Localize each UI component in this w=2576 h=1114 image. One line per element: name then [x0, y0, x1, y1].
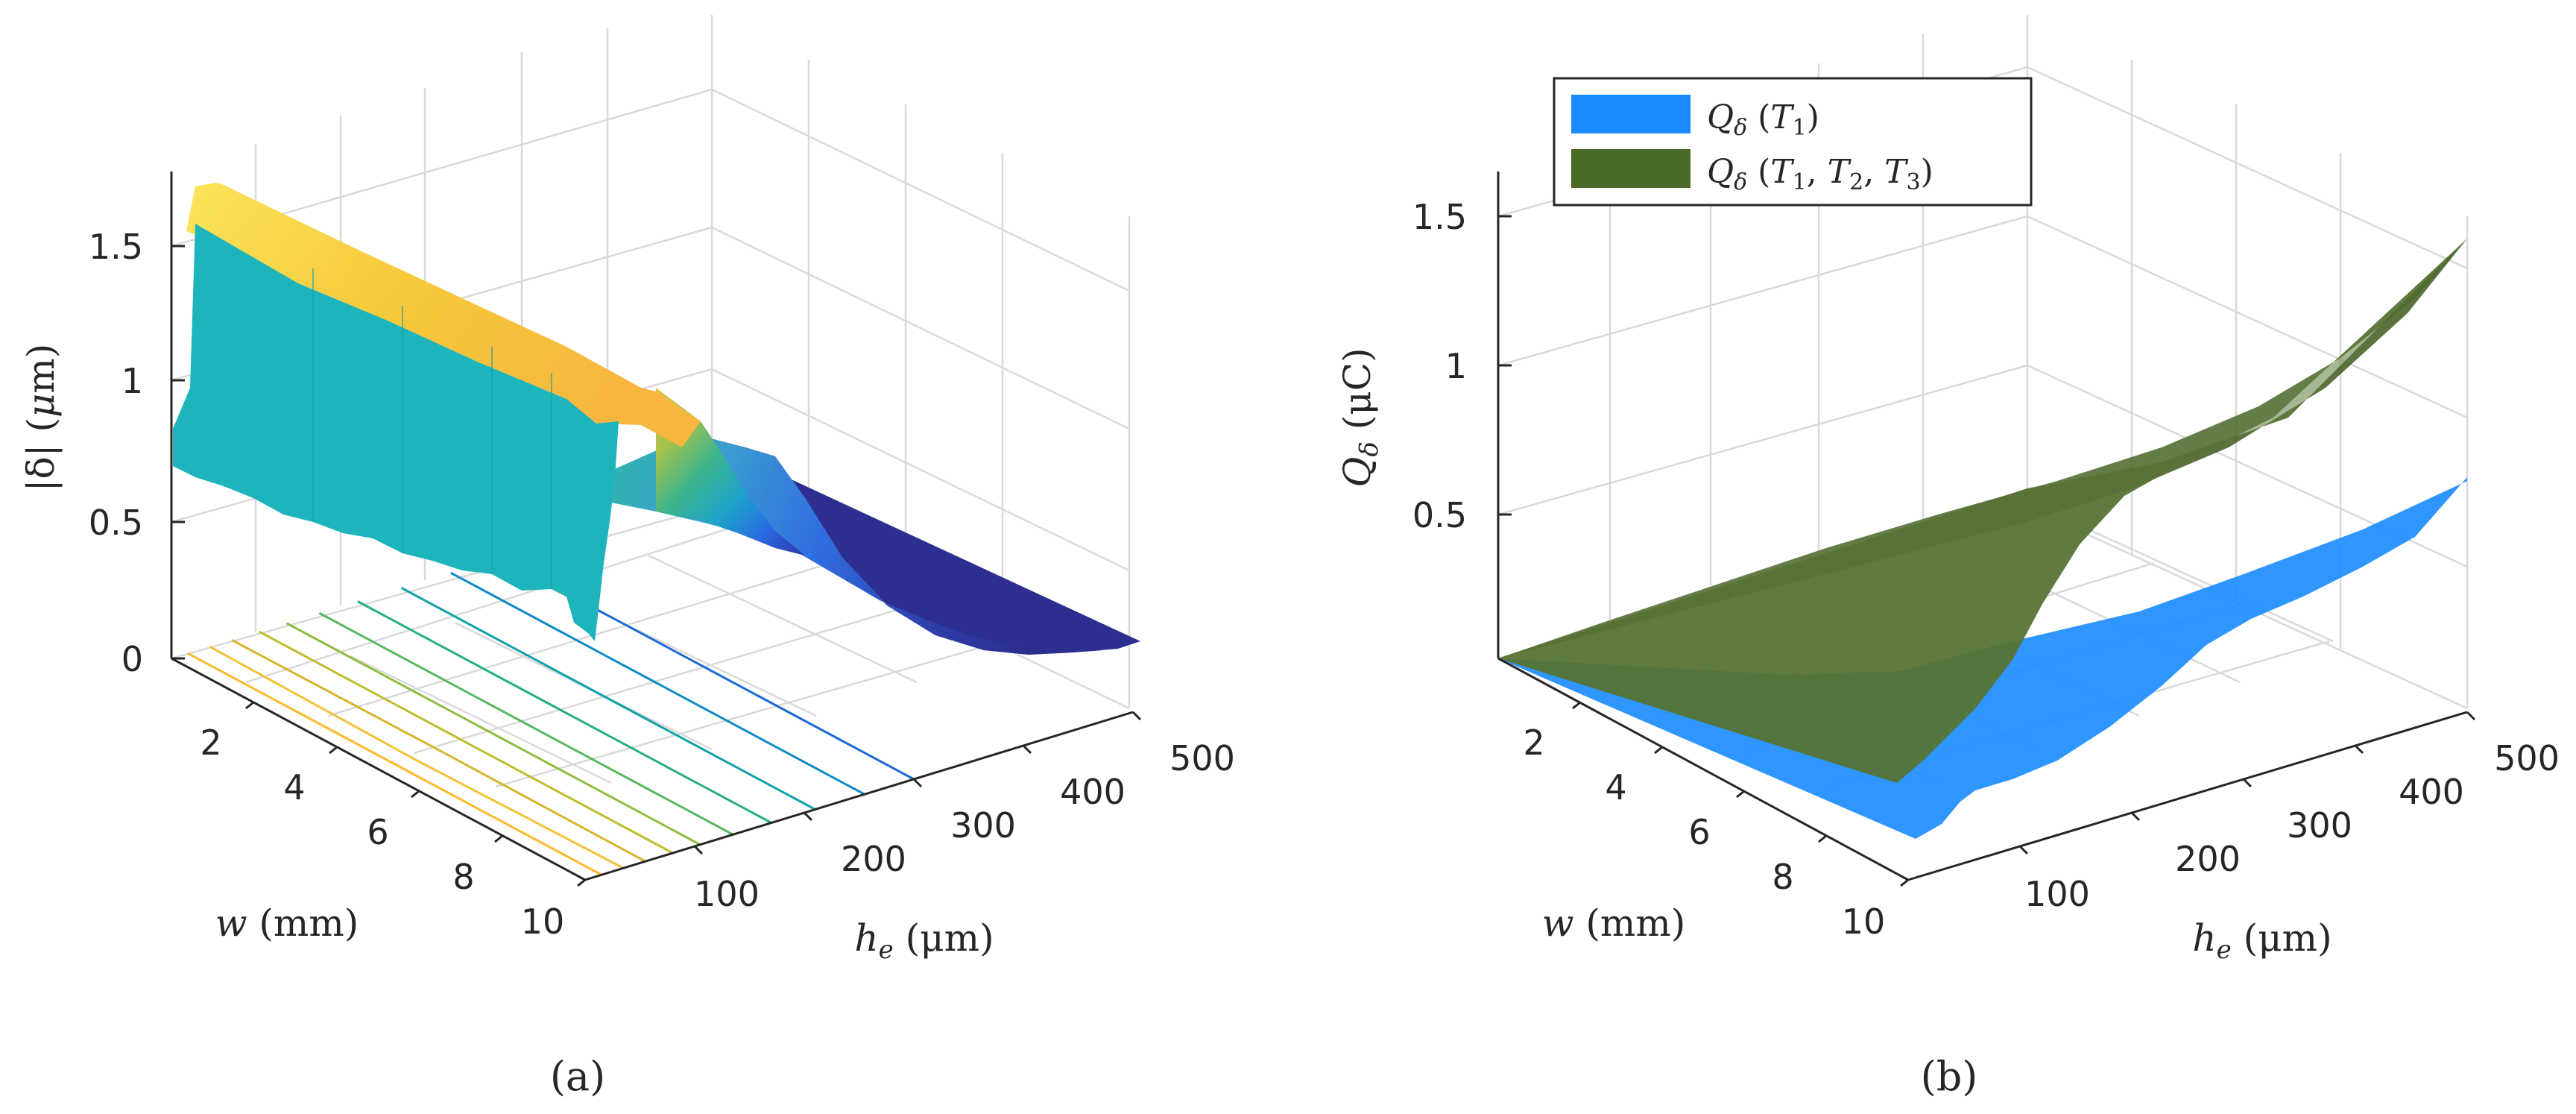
b-xtick-0: 2	[1523, 723, 1544, 763]
contour-line-2	[231, 638, 646, 863]
a-ztick-3: 1.5	[89, 227, 143, 267]
b-xtick-1: 4	[1605, 767, 1626, 808]
panel-b-yticks: 100 200 300 400 500	[2024, 738, 2560, 914]
contour-line-4	[285, 622, 701, 846]
a-xtick-2: 6	[367, 812, 388, 852]
a-ytick-3: 400	[1060, 772, 1126, 812]
surface-a-front	[173, 224, 619, 641]
b-ztick-2: 1.5	[1412, 197, 1467, 237]
caption-a: (a)	[550, 1053, 605, 1100]
contour-line-1	[209, 645, 625, 869]
b-ylabel: he (μm)	[2192, 916, 2332, 965]
contour-line-3	[258, 630, 674, 855]
a-ztick-2: 1	[121, 361, 143, 401]
a-ytick-0: 100	[694, 874, 760, 914]
surface-b-t123-top	[1498, 239, 2467, 783]
surface-a-top	[186, 183, 701, 447]
b-ytick-0: 100	[2024, 874, 2090, 914]
b-zlabel: Qδ (μC)	[1336, 347, 1384, 487]
a-ylabel: he (μm)	[854, 916, 994, 965]
a-xtick-3: 8	[452, 857, 474, 897]
a-xlabel: w (mm)	[215, 901, 359, 945]
contour-line-6	[357, 600, 772, 824]
panel-a-xticks: 2 4 6 8 10	[200, 723, 564, 942]
a-xtick-0: 2	[200, 723, 221, 763]
legend-swatch-t123	[1571, 149, 1690, 188]
panel-b-axes	[1497, 171, 2468, 881]
legend-b: Qδ (T1) Qδ (T1, T2, T3)	[1553, 77, 2033, 207]
contour-line-8	[450, 571, 865, 796]
b-ytick-2: 300	[2287, 805, 2352, 846]
contour-line-7	[400, 587, 816, 811]
a-ztick-0: 0	[121, 639, 143, 679]
panel-a-tickmarks	[171, 245, 1142, 887]
panel-b-tickmarks	[1498, 215, 2476, 887]
caption-b: (b)	[1921, 1053, 1978, 1100]
panel-a-axes	[170, 171, 1134, 881]
panel-b-surface	[1498, 239, 2467, 839]
a-xtick-4: 10	[521, 901, 565, 942]
panel-a-zticks: 0 0.5 1 1.5	[89, 227, 143, 679]
a-ytick-1: 200	[841, 839, 906, 879]
b-xlabel: w (mm)	[1542, 901, 1686, 945]
b-xtick-3: 8	[1772, 857, 1793, 897]
legend-label-t123: Qδ (T1, T2, T3)	[1707, 153, 1933, 195]
contour-line-0	[187, 652, 602, 876]
b-ztick-0: 0.5	[1412, 495, 1467, 535]
a-ztick-1: 0.5	[89, 503, 143, 543]
a-xtick-1: 4	[283, 767, 305, 808]
panel-a: 0 0.5 1 1.5 2 4 6 8 10 100 200 300 400 5…	[19, 15, 1235, 1100]
b-ytick-4: 500	[2494, 738, 2560, 778]
contour-line-5	[318, 611, 734, 836]
b-ytick-1: 200	[2175, 839, 2241, 879]
surface-a-decay	[693, 434, 1140, 655]
panel-a-contours	[187, 556, 915, 876]
a-ytick-4: 500	[1169, 738, 1235, 778]
b-ytick-3: 400	[2399, 772, 2464, 812]
legend-swatch-t1	[1571, 95, 1690, 133]
panel-b-zticks: 0.5 1 1.5	[1412, 197, 1467, 535]
panel-b-xticks: 2 4 6 8 10	[1523, 723, 1885, 942]
panel-a-yticks: 100 200 300 400 500	[694, 738, 1235, 914]
a-ytick-2: 300	[950, 805, 1016, 846]
b-xtick-2: 6	[1688, 812, 1710, 852]
legend-label-t1: Qδ (T1)	[1707, 98, 1819, 141]
b-ztick-1: 1	[1445, 346, 1467, 386]
panel-b: 0.5 1 1.5 2 4 6 8 10 100 200 300 400 500…	[1336, 15, 2560, 1100]
a-zlabel: |δ| (μm)	[19, 344, 63, 492]
b-xtick-4: 10	[1842, 901, 1886, 942]
panel-a-surface	[173, 183, 1140, 655]
